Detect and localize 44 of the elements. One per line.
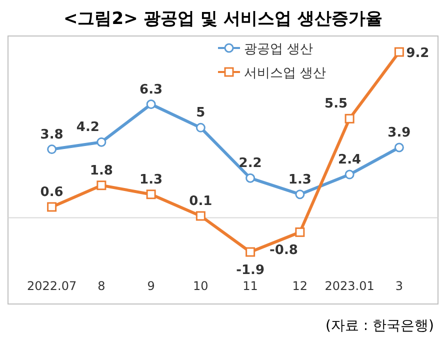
data-label: 5.5 <box>324 96 348 112</box>
data-label: 0.1 <box>189 194 212 209</box>
point <box>394 142 404 152</box>
chart-title: <그림2> 광공업 및 서비스업 생산증가율 <box>64 9 382 29</box>
x-tick-label: 2023.01 <box>324 279 374 293</box>
x-tick-label: 8 <box>98 279 106 293</box>
point <box>196 122 206 132</box>
point <box>295 227 305 237</box>
x-tick-label: 2022.07 <box>27 279 77 293</box>
data-label: -0.8 <box>270 243 298 258</box>
x-tick-label: 9 <box>147 279 155 293</box>
point <box>146 100 156 109</box>
point <box>246 247 256 257</box>
data-label: 2.2 <box>238 156 262 172</box>
data-label: 5 <box>196 106 206 121</box>
point <box>146 190 156 200</box>
text: (자료 : 한국은행) <box>325 318 434 334</box>
x-tick-label: 12 <box>292 279 308 293</box>
data-label: 3.9 <box>388 125 411 140</box>
data-label: 0.6 <box>40 184 64 200</box>
point <box>96 180 106 190</box>
data-label: 1.3 <box>140 172 163 188</box>
point <box>295 190 305 200</box>
data-label: 3.8 <box>40 127 64 142</box>
legend-label: 서비스업 생산 <box>244 66 326 81</box>
point <box>394 47 404 57</box>
point <box>47 144 57 154</box>
data-label: 9.2 <box>406 46 430 61</box>
point <box>246 173 256 183</box>
data-label: 1.8 <box>90 163 113 178</box>
point <box>47 202 57 212</box>
point <box>344 170 354 180</box>
point <box>96 137 106 147</box>
data-label: 4.2 <box>76 120 100 136</box>
data-label: 6.3 <box>140 82 163 98</box>
x-tick-label: 3 <box>395 279 404 293</box>
x-tick-label: 10 <box>193 279 208 293</box>
point <box>344 114 354 124</box>
point <box>196 211 206 221</box>
data-label: -1.9 <box>236 263 265 278</box>
x-tick-label: 11 <box>242 279 258 293</box>
data-label: 2.4 <box>338 152 362 168</box>
legend-label: 광공업 생산 <box>244 42 314 57</box>
data-label: 1.3 <box>288 172 312 188</box>
